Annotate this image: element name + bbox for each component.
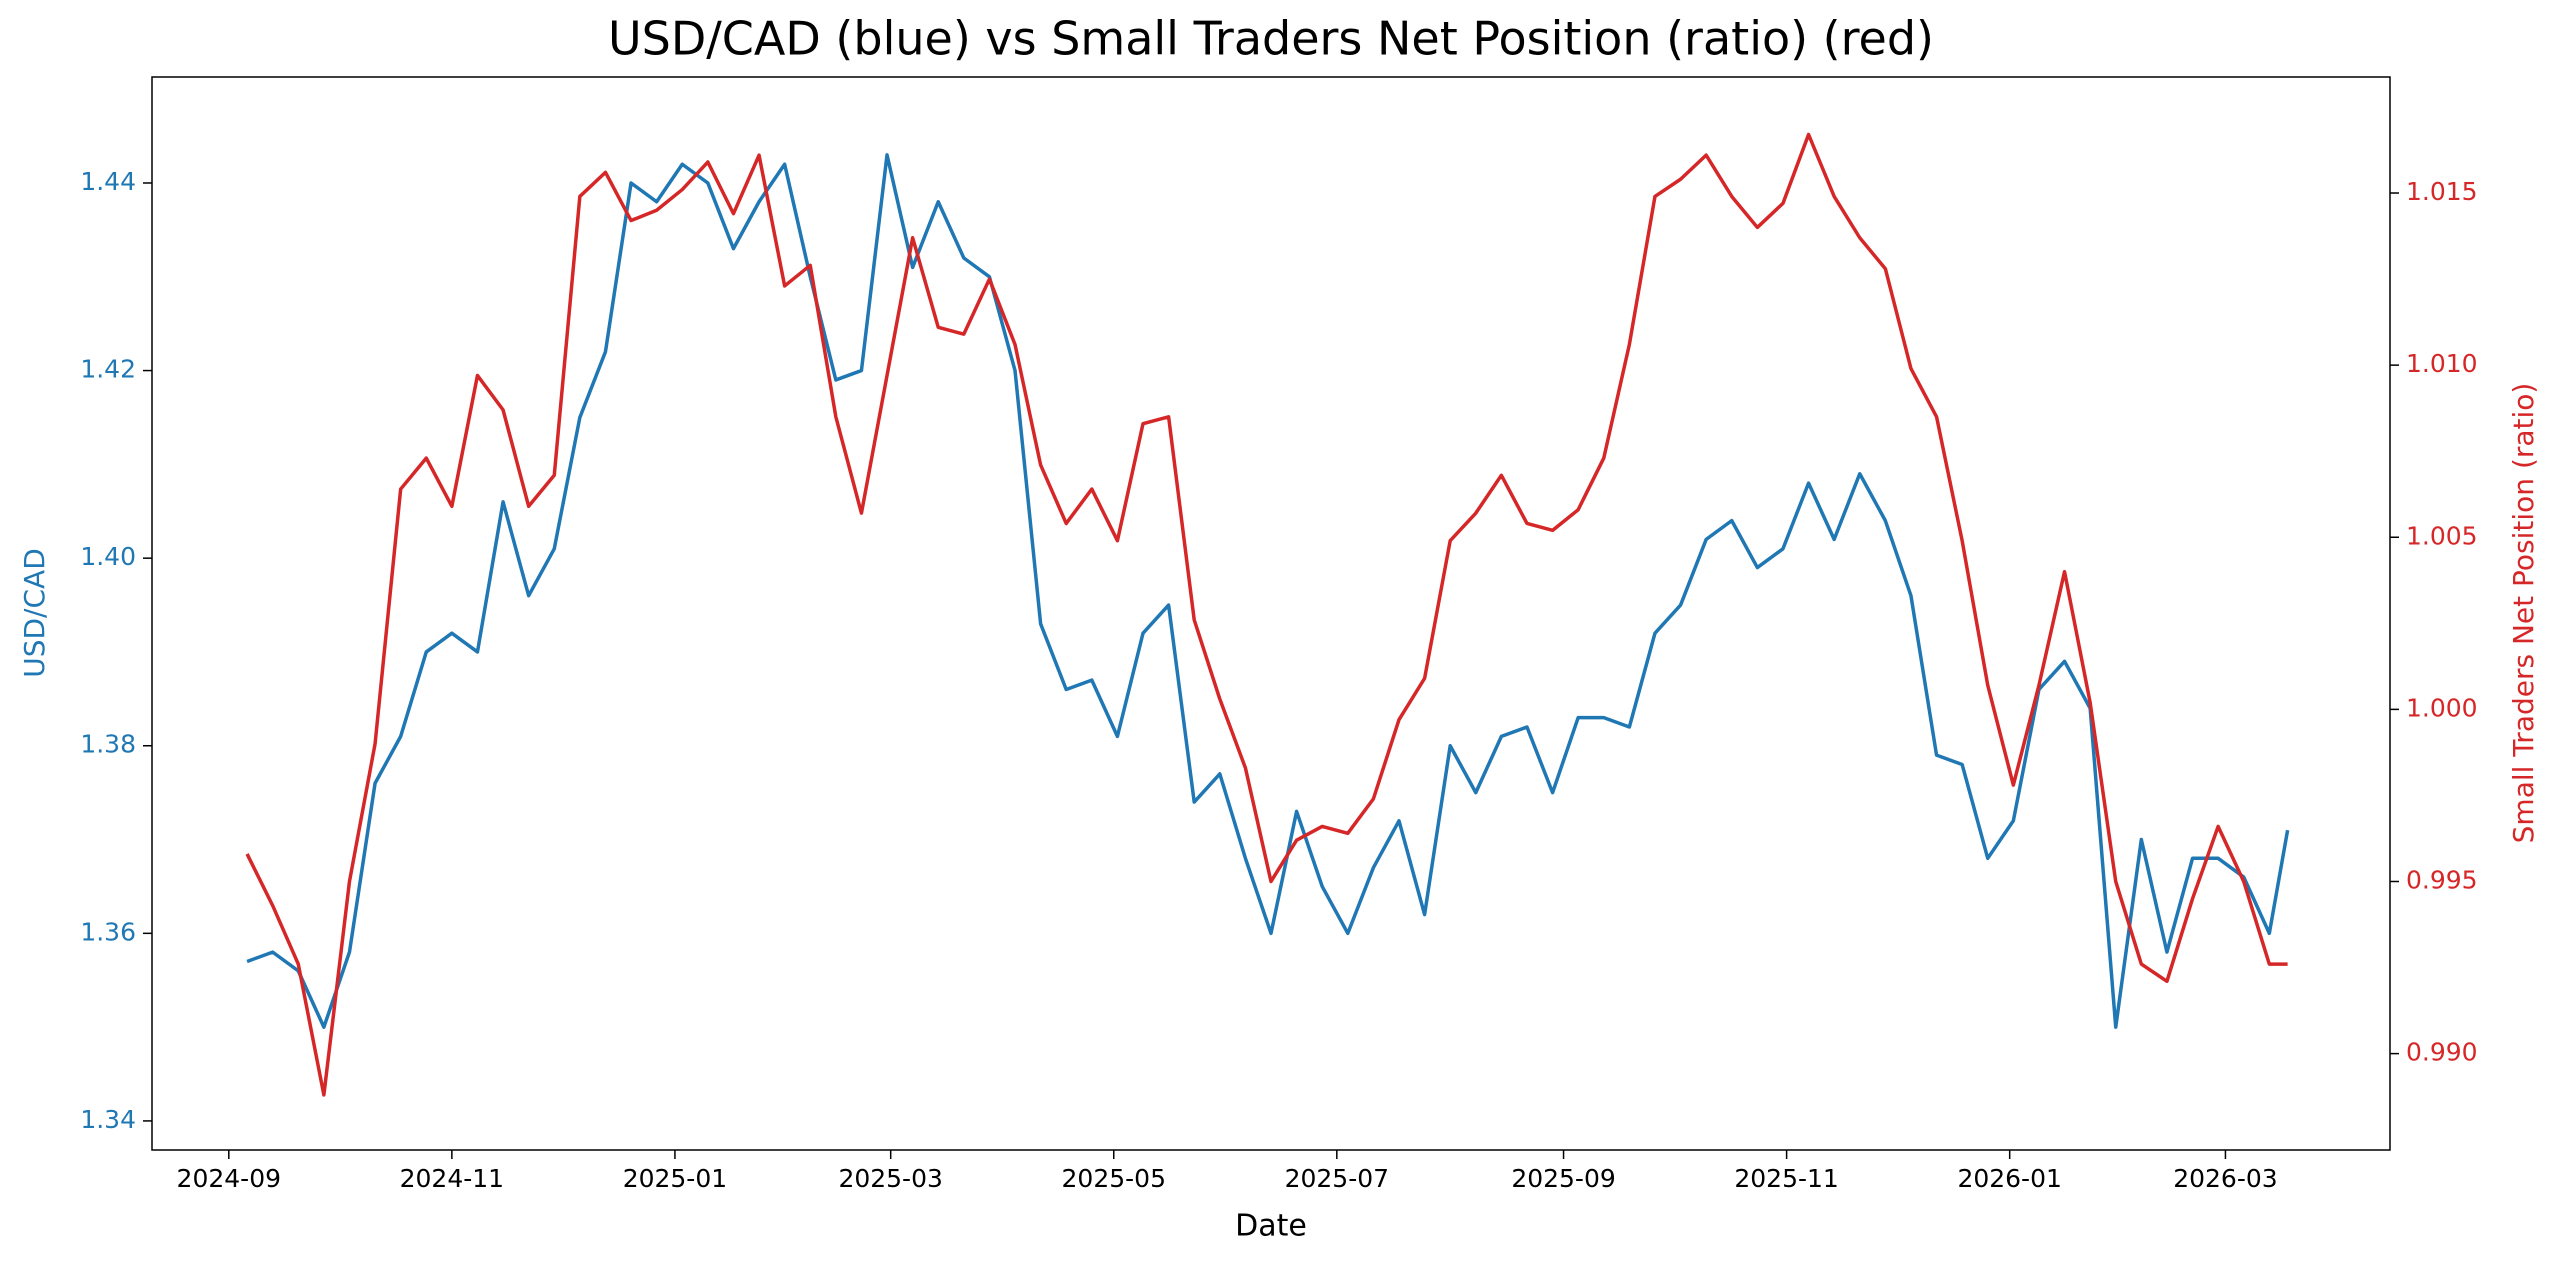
x-tick-label: 2026-03 <box>2173 1164 2277 1193</box>
y2-tick-label: 1.010 <box>2406 349 2478 378</box>
series-line <box>245 132 2288 1097</box>
y-axis-label: USD/CAD <box>18 548 51 678</box>
x-tick-label: 2025-01 <box>623 1164 727 1193</box>
y2-axis-label: Small Traders Net Position (ratio) <box>2507 383 2540 844</box>
x-axis-label: Date <box>1235 1209 1307 1244</box>
x-tick-label: 2024-11 <box>400 1164 504 1193</box>
y-tick-label: 1.34 <box>80 1105 136 1134</box>
y-tick-label: 1.40 <box>80 542 136 571</box>
x-tick-label: 2026-01 <box>1957 1164 2061 1193</box>
y2-tick-label: 0.995 <box>2406 865 2478 894</box>
x-tick-label: 2025-05 <box>1062 1164 1166 1193</box>
y2-tick-label: 1.000 <box>2406 693 2478 722</box>
y2-tick-label: 1.015 <box>2406 177 2478 206</box>
x-tick-label: 2024-09 <box>177 1164 281 1193</box>
y-tick-label: 1.42 <box>80 355 136 384</box>
y2-tick-label: 0.990 <box>2406 1038 2478 1067</box>
y2-tick-label: 1.005 <box>2406 521 2478 550</box>
x-tick-label: 2025-11 <box>1734 1164 1838 1193</box>
x-tick-label: 2025-03 <box>838 1164 942 1193</box>
y-tick-label: 1.38 <box>80 730 136 759</box>
chart-title: USD/CAD (blue) vs Small Traders Net Posi… <box>608 12 1934 66</box>
series-line <box>246 153 2290 1029</box>
plot-frame <box>151 76 2391 1151</box>
x-tick-label: 2025-09 <box>1511 1164 1615 1193</box>
y-tick-label: 1.44 <box>80 167 136 196</box>
y-tick-label: 1.36 <box>80 917 136 946</box>
x-tick-label: 2025-07 <box>1285 1164 1389 1193</box>
